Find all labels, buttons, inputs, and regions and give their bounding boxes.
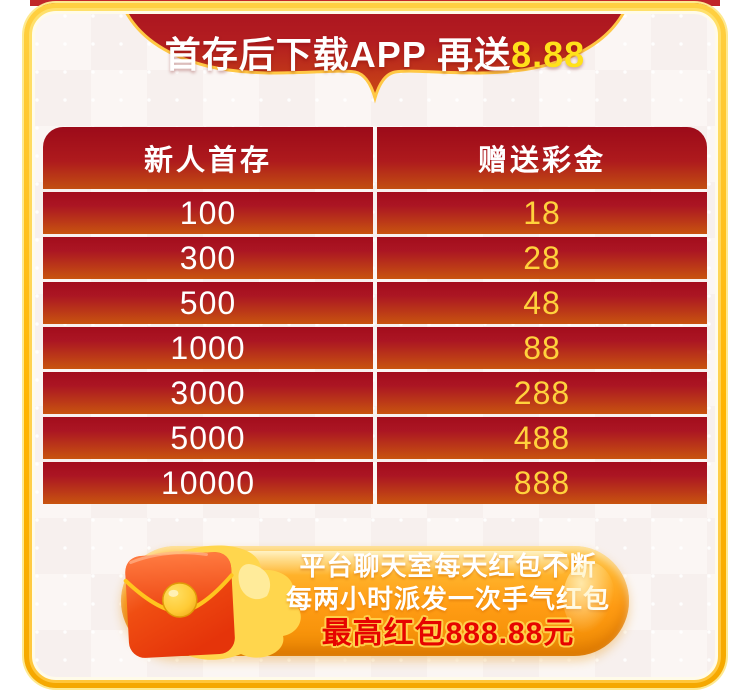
promo-max-amount: 最高红包888.88元	[321, 617, 575, 650]
bonus-cell: 888	[377, 462, 707, 504]
promo-line-1: 平台聊天室每天红包不断	[299, 551, 597, 581]
deposit-cell: 500	[43, 282, 373, 324]
table-row: 100 18	[43, 192, 707, 234]
gold-frame: 首存后下载APP 再送8.88 新人首存 赠送彩金 100 18 300 28 …	[24, 3, 726, 688]
promo-panel: 首存后下载APP 再送8.88 新人首存 赠送彩金 100 18 300 28 …	[32, 11, 718, 680]
bonus-cell: 48	[377, 282, 707, 324]
red-envelope-graphic	[123, 545, 301, 660]
deposit-cell: 10000	[43, 462, 373, 504]
promo-line-2: 每两小时派发一次手气红包	[286, 584, 611, 614]
banner-title: 首存后下载APP 再送8.88	[35, 26, 715, 78]
gold-frame-mid: 首存后下载APP 再送8.88 新人首存 赠送彩金 100 18 300 28 …	[29, 8, 721, 683]
bonus-cell: 28	[377, 237, 707, 279]
header-bonus: 赠送彩金	[377, 127, 707, 189]
deposit-cell: 1000	[43, 327, 373, 369]
table-row: 3000 288	[43, 372, 707, 414]
bonus-cell: 488	[377, 417, 707, 459]
deposit-cell: 300	[43, 237, 373, 279]
table-row: 5000 488	[43, 417, 707, 459]
banner-ribbon-shape	[125, 14, 625, 104]
promo-text-block: 平台聊天室每天红包不断 每两小时派发一次手气红包 最高红包888.88元	[286, 546, 609, 656]
deposit-cell: 100	[43, 192, 373, 234]
bonus-cell: 88	[377, 327, 707, 369]
deposit-cell: 3000	[43, 372, 373, 414]
table-header-row: 新人首存 赠送彩金	[43, 127, 707, 189]
bonus-cell: 288	[377, 372, 707, 414]
banner-text: 首存后下载APP 再送	[164, 34, 512, 75]
table-row: 1000 88	[43, 327, 707, 369]
deposit-cell: 5000	[43, 417, 373, 459]
banner-highlight-amount: 8.88	[511, 34, 586, 75]
bonus-cell: 18	[377, 192, 707, 234]
header-deposit: 新人首存	[43, 127, 373, 189]
red-envelope-promo-pill[interactable]: 平台聊天室每天红包不断 每两小时派发一次手气红包 最高红包888.88元	[121, 545, 629, 660]
table-row: 10000 888	[43, 462, 707, 504]
table-body: 100 18 300 28 500 48 1000 88 3000 288 50…	[43, 192, 707, 504]
table-row: 300 28	[43, 237, 707, 279]
red-envelope-icon	[109, 538, 349, 672]
deposit-bonus-table: 新人首存 赠送彩金 100 18 300 28 500 48 1000 88 3…	[43, 127, 707, 504]
download-app-banner[interactable]: 首存后下载APP 再送8.88	[35, 14, 715, 118]
table-row: 500 48	[43, 282, 707, 324]
